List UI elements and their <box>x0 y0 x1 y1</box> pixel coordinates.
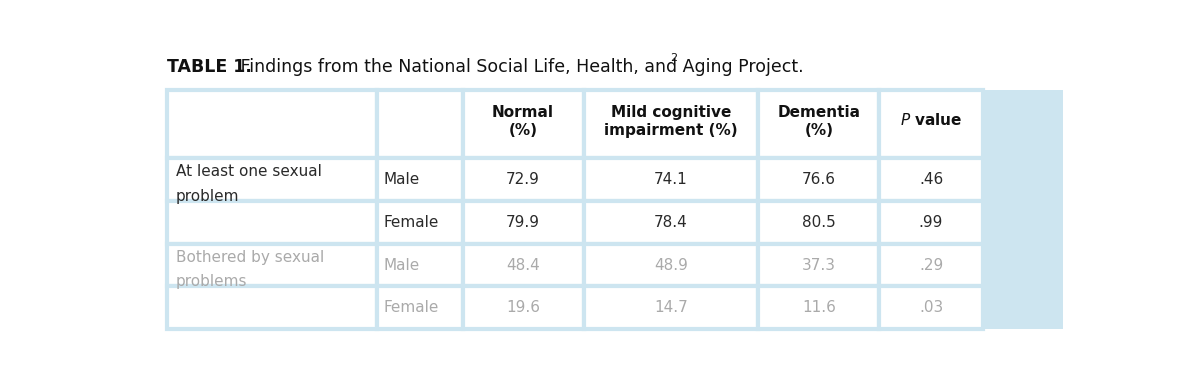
Bar <box>378 158 462 201</box>
Bar <box>880 158 983 201</box>
Text: TABLE 1.: TABLE 1. <box>167 59 252 76</box>
Bar <box>758 244 880 287</box>
Bar <box>462 158 583 201</box>
Bar <box>462 287 583 329</box>
Bar <box>583 244 758 287</box>
Bar <box>583 201 758 244</box>
Text: 72.9: 72.9 <box>506 172 540 187</box>
Text: 48.4: 48.4 <box>506 258 540 273</box>
Text: 79.9: 79.9 <box>506 215 540 230</box>
Text: 48.9: 48.9 <box>654 258 688 273</box>
Text: 2: 2 <box>670 53 677 63</box>
Text: 74.1: 74.1 <box>654 172 688 187</box>
Bar <box>758 287 880 329</box>
Text: .03: .03 <box>919 300 943 315</box>
Bar <box>167 244 378 287</box>
Bar <box>583 158 758 201</box>
Text: Findings from the National Social Life, Health, and Aging Project.: Findings from the National Social Life, … <box>235 59 803 76</box>
Text: Female: Female <box>383 300 438 315</box>
Bar <box>167 201 378 244</box>
Bar <box>167 90 378 158</box>
Bar <box>462 90 583 158</box>
Text: $\it{P}$ value: $\it{P}$ value <box>900 112 962 128</box>
Text: Normal
(%): Normal (%) <box>492 105 554 138</box>
Bar <box>378 201 462 244</box>
Text: .46: .46 <box>919 172 943 187</box>
Bar <box>880 90 983 158</box>
Text: Dementia
(%): Dementia (%) <box>778 105 860 138</box>
Bar <box>378 244 462 287</box>
Text: At least one sexual
problem: At least one sexual problem <box>176 164 322 204</box>
Bar <box>758 158 880 201</box>
Bar <box>462 244 583 287</box>
Bar <box>583 90 758 158</box>
Bar <box>462 201 583 244</box>
Bar <box>167 90 1063 329</box>
Bar <box>167 158 378 201</box>
Text: Male: Male <box>383 172 419 187</box>
Text: Male: Male <box>383 258 419 273</box>
Text: Bothered by sexual
problems: Bothered by sexual problems <box>176 249 324 289</box>
Text: .99: .99 <box>919 215 943 230</box>
Text: 19.6: 19.6 <box>506 300 540 315</box>
Bar <box>880 287 983 329</box>
Bar <box>378 287 462 329</box>
Text: 76.6: 76.6 <box>802 172 836 187</box>
Bar <box>880 201 983 244</box>
Bar <box>378 90 462 158</box>
Text: 78.4: 78.4 <box>654 215 688 230</box>
Text: 14.7: 14.7 <box>654 300 688 315</box>
Text: Mild cognitive
impairment (%): Mild cognitive impairment (%) <box>605 105 738 138</box>
Text: 80.5: 80.5 <box>802 215 836 230</box>
Bar <box>880 244 983 287</box>
Text: 11.6: 11.6 <box>802 300 836 315</box>
Bar <box>758 201 880 244</box>
Bar <box>583 287 758 329</box>
Text: 37.3: 37.3 <box>802 258 836 273</box>
Bar <box>167 287 378 329</box>
Text: Female: Female <box>383 215 438 230</box>
Bar <box>758 90 880 158</box>
Text: .29: .29 <box>919 258 943 273</box>
